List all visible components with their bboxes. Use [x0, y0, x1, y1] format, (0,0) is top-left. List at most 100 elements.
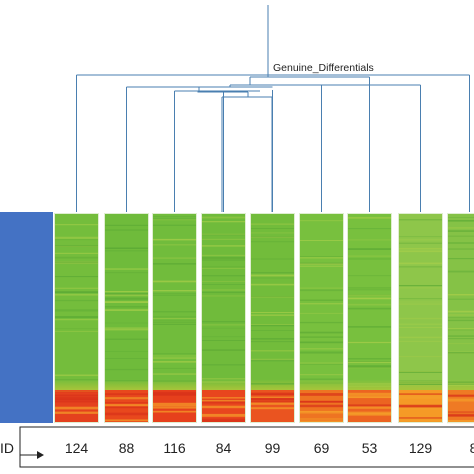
row-stripe [54, 309, 99, 311]
row-stripe [152, 238, 197, 241]
row-stripe [104, 224, 149, 226]
row-stripe [347, 361, 392, 364]
row-stripe [152, 219, 197, 221]
row-stripe [250, 392, 295, 396]
row-stripe [398, 262, 443, 265]
row-stripe [201, 340, 246, 341]
row-stripe [201, 418, 246, 422]
row-stripe [447, 381, 474, 383]
row-stripe [299, 312, 344, 314]
row-stripe [347, 326, 392, 328]
heatmap-column-3 [152, 213, 197, 423]
row-stripe [447, 420, 474, 424]
row-stripe [201, 420, 246, 423]
row-stripe [152, 406, 197, 409]
row-stripe [447, 383, 474, 385]
row-stripe [201, 336, 246, 338]
column-expression-band [447, 213, 474, 390]
row-stripe [201, 397, 246, 399]
row-stripe [250, 277, 295, 279]
row-stripe [201, 289, 246, 291]
id-label: ID [0, 440, 14, 456]
row-stripe [398, 340, 443, 342]
row-stripe [104, 329, 149, 331]
heatmap-column-8 [398, 213, 443, 423]
row-stripe [299, 263, 344, 265]
row-stripe [299, 240, 344, 241]
row-stripe [398, 380, 443, 382]
row-stripe [201, 267, 246, 269]
row-stripe [201, 234, 246, 236]
row-stripe [54, 316, 99, 318]
row-stripe [447, 394, 474, 396]
row-stripe [347, 294, 392, 296]
row-stripe [54, 374, 99, 377]
row-stripe [250, 402, 295, 405]
row-stripe [347, 392, 392, 396]
row-stripe [250, 296, 295, 298]
row-stripe [54, 411, 99, 414]
row-stripe [347, 341, 392, 344]
row-stripe [398, 266, 443, 268]
row-stripe [250, 232, 295, 234]
row-stripe [104, 294, 149, 297]
cluster-count-4: 84 [216, 440, 232, 456]
row-stripe [54, 294, 99, 296]
row-stripe [398, 239, 443, 241]
row-stripe [104, 309, 149, 311]
row-stripe [250, 236, 295, 238]
row-stripe [104, 250, 149, 252]
row-stripe [152, 361, 197, 363]
heatmap-column-9 [447, 213, 474, 424]
row-stripe [152, 402, 197, 405]
row-stripe [152, 393, 197, 396]
row-stripe [447, 384, 474, 386]
row-stripe [152, 292, 197, 295]
column-frame [201, 213, 246, 423]
row-stripe [250, 228, 295, 229]
row-stripe [398, 395, 443, 399]
row-stripe [104, 297, 149, 299]
row-stripe [398, 382, 443, 384]
row-stripe [152, 322, 197, 323]
column-frame [447, 213, 474, 423]
row-stripe [398, 356, 443, 358]
row-stripe [447, 317, 474, 319]
row-stripe [201, 257, 246, 259]
row-stripe [299, 374, 344, 376]
row-stripe [250, 330, 295, 331]
row-stripe [104, 301, 149, 303]
row-stripe [54, 262, 99, 264]
heatmap-column-5 [250, 213, 295, 423]
row-stripe [104, 412, 149, 416]
row-stripe [104, 351, 149, 352]
row-stripe [250, 338, 295, 340]
row-stripe [447, 220, 474, 222]
row-stripe [54, 319, 99, 321]
row-stripe [398, 336, 443, 339]
row-stripe [104, 393, 149, 396]
row-stripe [104, 306, 149, 308]
row-stripe [54, 316, 99, 318]
row-stripe [250, 272, 295, 274]
row-stripe [152, 311, 197, 313]
row-stripe [299, 352, 344, 354]
row-stripe [54, 328, 99, 330]
row-stripe [250, 223, 295, 225]
row-stripe [201, 321, 246, 323]
row-stripe [447, 294, 474, 296]
row-stripe [201, 324, 246, 326]
row-stripe [201, 259, 246, 261]
column-expression-band [299, 213, 344, 390]
row-stripe [250, 383, 295, 385]
row-stripe [447, 329, 474, 331]
row-stripe [299, 351, 344, 352]
row-stripe [250, 312, 295, 313]
row-stripe [299, 256, 344, 257]
row-stripe [54, 245, 99, 247]
row-stripe [201, 266, 246, 269]
row-stripe [347, 289, 392, 291]
row-stripe [250, 241, 295, 243]
heatmap-column-1 [54, 213, 99, 423]
row-stripe [398, 419, 443, 422]
